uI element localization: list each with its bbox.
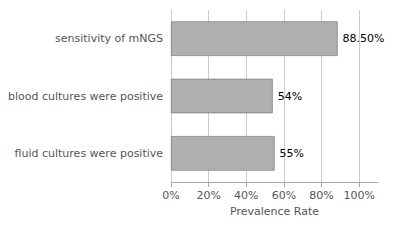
svg-text:60%: 60% bbox=[272, 189, 296, 202]
svg-text:88.50%: 88.50% bbox=[343, 32, 385, 45]
svg-text:54%: 54% bbox=[278, 90, 302, 103]
svg-text:sensitivity of mNGS: sensitivity of mNGS bbox=[55, 32, 163, 45]
svg-text:55%: 55% bbox=[280, 147, 304, 160]
svg-text:fluid cultures were positive: fluid cultures were positive bbox=[15, 147, 164, 160]
svg-text:20%: 20% bbox=[196, 189, 220, 202]
svg-text:0%: 0% bbox=[162, 189, 179, 202]
svg-text:100%: 100% bbox=[343, 189, 374, 202]
svg-text:blood cultures were positive: blood cultures were positive bbox=[8, 90, 163, 103]
svg-text:Prevalence Rate: Prevalence Rate bbox=[230, 205, 319, 218]
svg-text:80%: 80% bbox=[309, 189, 333, 202]
svg-text:40%: 40% bbox=[234, 189, 258, 202]
